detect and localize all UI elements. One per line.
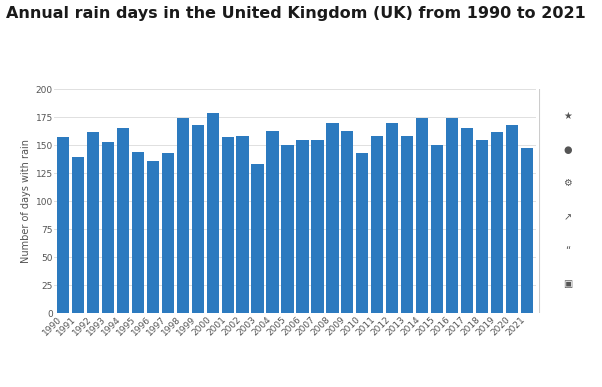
Bar [521, 149, 533, 313]
Bar [102, 142, 114, 313]
Bar [87, 132, 99, 313]
Bar [57, 137, 69, 313]
Bar [506, 125, 518, 313]
Bar [206, 113, 219, 313]
Bar [117, 128, 129, 313]
Bar [72, 158, 84, 313]
Bar [281, 145, 294, 313]
Bar [491, 132, 503, 313]
Bar [191, 125, 204, 313]
Text: ●: ● [563, 145, 572, 155]
Bar [356, 153, 368, 313]
Text: ↗: ↗ [563, 212, 571, 222]
Bar [446, 118, 458, 313]
Bar [237, 136, 249, 313]
Y-axis label: Number of days with rain: Number of days with rain [22, 139, 31, 263]
Bar [461, 128, 473, 313]
Bar [326, 123, 338, 313]
Text: ▣: ▣ [563, 279, 572, 289]
Bar [476, 139, 488, 313]
Bar [431, 145, 443, 313]
Bar [222, 137, 234, 313]
Bar [341, 130, 353, 313]
Bar [371, 136, 383, 313]
Text: Annual rain days in the United Kingdom (UK) from 1990 to 2021: Annual rain days in the United Kingdom (… [6, 6, 586, 21]
Bar [176, 118, 189, 313]
Text: ⚙: ⚙ [563, 178, 572, 188]
Bar [147, 161, 159, 313]
Bar [296, 139, 309, 313]
Bar [132, 152, 144, 313]
Bar [416, 118, 428, 313]
Bar [386, 123, 399, 313]
Bar [252, 164, 264, 313]
Bar [311, 139, 323, 313]
Text: ★: ★ [563, 111, 572, 121]
Text: “: “ [565, 246, 570, 256]
Bar [267, 130, 279, 313]
Bar [162, 153, 174, 313]
Bar [401, 136, 414, 313]
